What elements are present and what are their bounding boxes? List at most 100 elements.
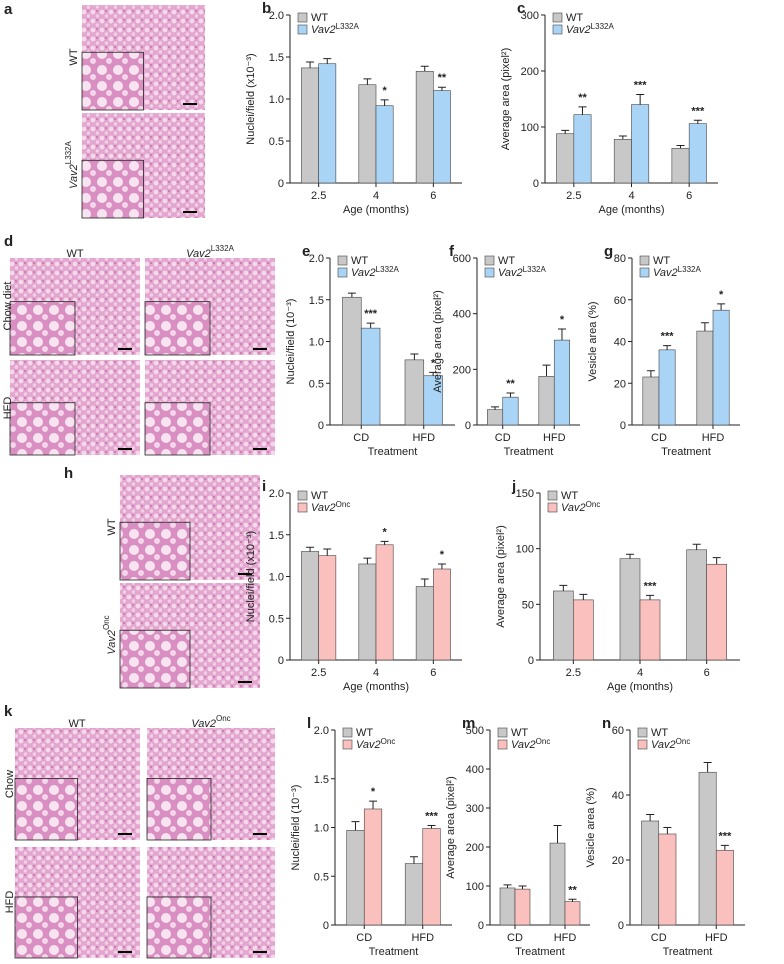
bar <box>686 549 707 661</box>
x-tick-label: 2.5 <box>566 667 581 679</box>
error-bar <box>703 762 712 773</box>
error-bar <box>380 99 389 106</box>
y-tick-label: 80 <box>614 253 626 265</box>
y-tick-label: 1.5 <box>314 774 329 786</box>
y-tick-label: 20 <box>614 378 626 390</box>
error-bar <box>646 814 655 821</box>
legend-swatch <box>639 267 650 278</box>
bar <box>415 70 434 184</box>
y-tick-label: 0.5 <box>314 871 329 883</box>
bar <box>573 599 594 661</box>
legend-swatch <box>637 727 648 738</box>
bar <box>358 563 377 661</box>
y-tick-label: 1.0 <box>314 823 329 835</box>
y-tick-label: 100 <box>516 544 534 556</box>
bar <box>553 590 574 661</box>
bar <box>415 586 434 661</box>
legend-label: Vav2Onc <box>561 500 600 515</box>
chart: b 0 0.5 1.0 1.5 2.0 Nuclei/field (x10⁻³) Age (m… <box>245 0 462 216</box>
error-bar <box>646 594 654 600</box>
y-tick-label: 0.5 <box>309 378 324 390</box>
x-tick-label: 4 <box>637 667 643 679</box>
y-tick-label: 200 <box>466 842 484 854</box>
y-tick-label: 40 <box>612 790 624 802</box>
y-tick-label: 0 <box>278 655 284 667</box>
error-bar <box>618 135 627 140</box>
y-tick-label: 100 <box>466 881 484 893</box>
panel-letter: j <box>511 478 516 495</box>
legend-label: WT <box>351 255 368 267</box>
legend-label: WT <box>311 12 328 24</box>
bar <box>404 359 425 426</box>
x-tick-label: HFD <box>705 932 728 944</box>
significance: * <box>440 549 445 561</box>
bar <box>360 327 381 426</box>
error-bar <box>693 119 702 124</box>
legend-label: WT <box>511 727 528 739</box>
chart: j 0 50 100 150 Average area (pixel²) Age (mont… <box>495 478 740 693</box>
legend-label: WT <box>653 255 670 267</box>
bar <box>619 558 641 661</box>
y-axis-label: Average area (pixel²) <box>432 290 444 393</box>
legend-label: WT <box>561 490 578 502</box>
x-axis-label: Treatment <box>368 446 418 458</box>
error-bar <box>663 345 672 350</box>
error-bar <box>410 353 419 360</box>
significance: * <box>719 289 724 301</box>
legend-swatch <box>297 12 308 23</box>
bar <box>573 114 592 184</box>
panel-letter: b <box>262 0 271 17</box>
legend-label: WT <box>566 12 583 24</box>
bar <box>688 123 707 184</box>
legend-swatch <box>497 727 508 738</box>
significance: * <box>382 526 387 538</box>
image-label: Chow <box>4 770 16 798</box>
bar <box>706 563 727 661</box>
legend-label: Vav2Onc <box>356 737 395 752</box>
error-bar <box>579 593 588 600</box>
bar <box>613 139 632 184</box>
bar <box>358 84 377 184</box>
error-bar <box>542 364 551 377</box>
legend-swatch <box>342 727 353 738</box>
error-bar <box>363 557 372 564</box>
image-inset <box>144 402 211 456</box>
significance: * <box>382 85 387 97</box>
image-label: Vav2L332A <box>64 140 80 188</box>
legend-label: Vav2L332A <box>351 265 399 280</box>
error-bar <box>380 540 389 545</box>
panel-letter: k <box>4 703 13 720</box>
significance: * <box>431 357 436 369</box>
legend-label: WT <box>356 727 373 739</box>
x-axis-label: Treatment <box>504 446 554 458</box>
image-label: Vav2Onc <box>102 615 118 654</box>
image-inset <box>9 301 76 356</box>
bar <box>363 808 383 926</box>
error-bar <box>409 856 418 864</box>
y-axis-label: Average area (pixel²) <box>445 776 457 879</box>
image-label: WT <box>68 48 80 65</box>
y-tick-label: 0 <box>278 178 284 190</box>
y-tick-label: 2.0 <box>309 253 324 265</box>
legend-swatch <box>552 24 563 35</box>
image-label: HFD <box>4 891 16 914</box>
legend-swatch <box>552 12 563 23</box>
bar <box>502 396 519 426</box>
bar <box>639 599 661 661</box>
y-tick-label: 1.5 <box>269 530 284 542</box>
y-tick-label: 1.0 <box>269 94 284 106</box>
x-tick-label: 6 <box>686 190 692 202</box>
error-bar <box>351 821 360 831</box>
error-bar <box>676 144 685 149</box>
x-tick-label: CD <box>651 932 667 944</box>
bar <box>346 830 365 926</box>
bar <box>698 771 717 926</box>
x-tick-label: 2.5 <box>566 190 581 202</box>
significance: ** <box>568 884 577 896</box>
error-bar <box>363 78 372 85</box>
x-tick-label: 2.5 <box>311 667 326 679</box>
bar <box>631 104 650 184</box>
panel-letter: c <box>517 0 525 17</box>
x-tick-label: 2.5 <box>311 190 326 202</box>
bar <box>658 833 677 926</box>
